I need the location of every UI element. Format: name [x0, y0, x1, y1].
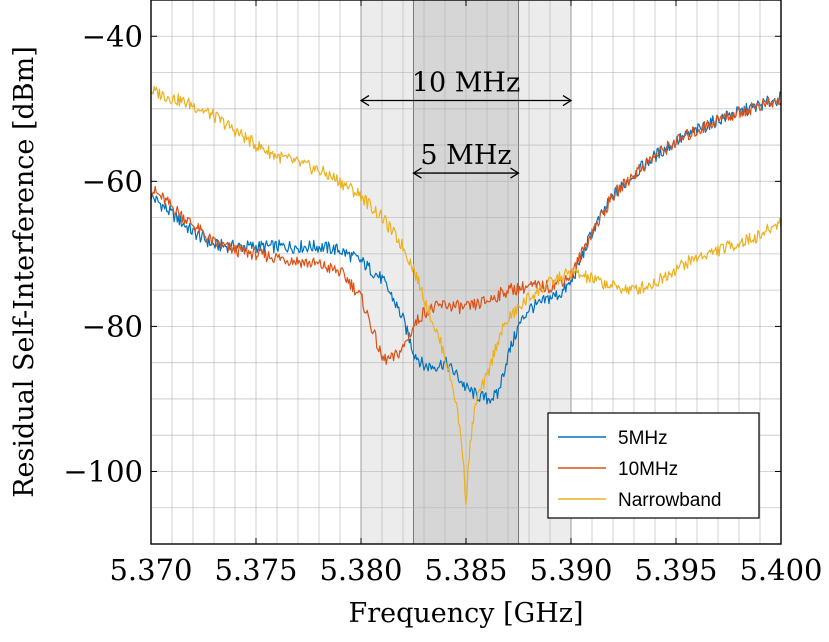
y-tick-label: −100 [63, 454, 143, 488]
legend-label: 10MHz [618, 459, 678, 480]
x-tick-label: 5.375 [214, 553, 297, 587]
y-tick-label: −60 [82, 164, 143, 198]
x-tick-label: 5.370 [109, 553, 192, 587]
x-tick-label: 5.395 [634, 553, 717, 587]
bandwidth-annotations: 10 MHz 5 MHz [359, 68, 573, 179]
legend-label: 5MHz [618, 428, 668, 449]
y-tick-label: −80 [82, 309, 143, 343]
annotation-label-0: 10 MHz [412, 68, 520, 99]
x-axis-title: Frequency [GHz] [348, 598, 583, 629]
arrowhead-right [562, 94, 573, 107]
legend-label: Narrowband [618, 490, 722, 511]
arrowhead-right [510, 167, 520, 179]
series-line-10mhz [150, 96, 782, 365]
series-lines [150, 85, 782, 506]
legend-box [547, 412, 760, 519]
y-axis-title: Residual Self-Interference [dBm] [9, 46, 40, 498]
arrowhead-left [412, 167, 422, 179]
x-tick-label: 5.380 [319, 553, 402, 587]
arrowhead-left [359, 94, 370, 107]
x-tick-label: 5.390 [529, 553, 612, 587]
annotation-label-1: 5 MHz [420, 140, 511, 171]
y-tick-label: −40 [82, 19, 143, 53]
legend: 5MHz 10MHz Narrowband [547, 412, 760, 519]
x-tick-label: 5.385 [424, 553, 507, 587]
series-line-narrowband [150, 85, 782, 506]
x-tick-label: 5.400 [739, 553, 822, 587]
axis-ticks: 5.370 5.375 5.380 5.385 5.390 5.395 5.400 −100 −… [63, 0, 823, 587]
